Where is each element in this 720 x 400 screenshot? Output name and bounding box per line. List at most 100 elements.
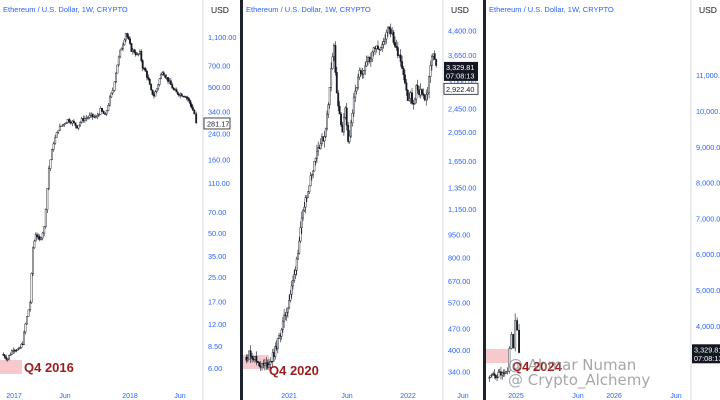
candle-body — [258, 362, 261, 367]
y-tick-label: 1,350.00 — [448, 184, 476, 193]
candle-body — [36, 234, 38, 238]
candle-body — [347, 125, 350, 142]
y-tick-label: 2,450.00 — [448, 104, 476, 113]
candle-body — [340, 113, 342, 126]
candle-body — [155, 88, 158, 92]
candle-body — [501, 372, 504, 376]
quarter-annotation: Q4 2020 — [269, 363, 319, 378]
chart-panel-2016: Ethereum / U.S. Dollar, 1W, CRYPTO USD 1,1… — [0, 0, 240, 400]
x-tick-label: Jun — [341, 393, 352, 400]
candle-body — [406, 90, 409, 101]
candle-body — [71, 120, 74, 124]
candle-timer: 07:08:13 — [446, 71, 474, 80]
candle-body — [246, 358, 249, 361]
candle-body — [365, 61, 368, 67]
candle-body — [490, 374, 493, 376]
y-tick-label: 400.00 — [448, 346, 470, 355]
chart-2016: Ethereum / U.S. Dollar, 1W, CRYPTO USD 1,1… — [0, 0, 236, 400]
candle-body — [96, 115, 99, 118]
watermark: @ Ahmar Numan @ Crypto_Alchemy — [508, 358, 650, 388]
last-price-value: 3,329.81 — [446, 63, 474, 72]
candle-body — [268, 364, 270, 368]
candle-body — [285, 312, 288, 317]
candle-body — [55, 132, 58, 138]
candle-body — [271, 352, 274, 362]
candle-body — [261, 363, 263, 368]
candle-body — [6, 358, 9, 360]
candle-body — [47, 168, 50, 189]
candle-body — [418, 89, 421, 96]
candle-body — [130, 43, 133, 52]
x-tick-label: 2017 — [6, 393, 22, 400]
candle-body — [494, 375, 497, 378]
candle-body — [372, 47, 375, 53]
candle-body — [408, 98, 411, 101]
candle-body — [186, 97, 189, 99]
candle-body — [345, 107, 348, 126]
candle-body — [308, 185, 311, 193]
candle-body — [63, 123, 66, 125]
candle-body — [72, 120, 75, 123]
candle-body — [278, 335, 280, 339]
y-tick-label: 70.00 — [208, 208, 226, 217]
secondary-price-value: 2,922.40 — [446, 85, 474, 94]
candle-body — [119, 49, 122, 58]
candle-body — [172, 87, 175, 90]
candle-body — [113, 81, 116, 91]
candle-body — [91, 113, 94, 117]
candle-body — [151, 89, 154, 95]
candle-body — [281, 320, 284, 331]
candle-body — [8, 355, 10, 360]
quarter-highlight — [486, 349, 508, 363]
chart-title: Ethereum / U.S. Dollar, 1W, CRYPTO — [489, 5, 614, 14]
chart-title: Ethereum / U.S. Dollar, 1W, CRYPTO — [3, 5, 128, 14]
candle-body — [344, 107, 347, 118]
candle-body — [245, 356, 248, 361]
candle-body — [140, 50, 143, 61]
candle-body — [319, 143, 322, 149]
candle-body — [120, 48, 123, 51]
panel-divider — [483, 0, 486, 400]
candle-body — [105, 110, 108, 115]
y-tick-label: 3,000.00 — [448, 77, 476, 86]
candle-body — [331, 56, 334, 69]
candle-body — [428, 76, 430, 94]
candle-body — [362, 70, 365, 75]
candle-body — [354, 90, 357, 98]
candle-body — [423, 95, 426, 101]
candle-body — [294, 270, 297, 275]
watermark-line-2: @ Crypto_Alchemy — [508, 371, 651, 389]
candle-body — [295, 258, 298, 271]
candle-body — [15, 350, 17, 352]
candle-body — [409, 92, 412, 99]
x-tick-label: 2025 — [508, 393, 524, 400]
x-tick-label: 2018 — [122, 393, 138, 400]
candle-body — [115, 72, 117, 83]
candle-body — [352, 96, 355, 114]
y-tick-label: 35.00 — [208, 252, 226, 261]
candle-body — [488, 377, 491, 379]
candle-body — [85, 117, 88, 119]
candle-body — [310, 174, 313, 176]
candle-body — [58, 125, 61, 131]
y-tick-label: 4,400.00 — [448, 26, 476, 35]
candle-body — [283, 314, 286, 322]
candle-body — [328, 87, 331, 106]
candle-body — [88, 115, 91, 118]
x-tick-label: 2021 — [281, 393, 297, 400]
candle-body — [33, 240, 36, 249]
y-tick-label: 470.00 — [448, 324, 470, 333]
candle-body — [342, 116, 345, 133]
candle-body — [251, 356, 254, 359]
candle-body — [150, 84, 153, 91]
candle-body — [341, 124, 344, 133]
x-tick-label: 2022 — [400, 393, 416, 400]
candle-body — [2, 354, 5, 356]
candle-body — [46, 188, 49, 210]
candle-body — [157, 84, 160, 90]
candle-body — [355, 87, 358, 92]
candle-body — [368, 57, 371, 62]
candle-body — [324, 128, 327, 137]
y-tick-label: 2,050.00 — [448, 128, 476, 137]
candle-body — [19, 347, 22, 349]
